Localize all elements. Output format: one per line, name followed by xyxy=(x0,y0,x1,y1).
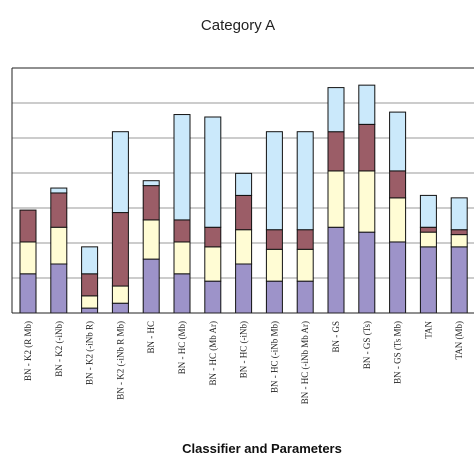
x-tick-label: BN - K2 (-iNb R) xyxy=(85,321,95,385)
bar-segment xyxy=(142,258,160,314)
bar-segment xyxy=(173,114,191,221)
bar-segment xyxy=(204,246,222,282)
bar-segment xyxy=(81,295,99,309)
bar-segment xyxy=(296,248,314,282)
bar-segment xyxy=(450,234,468,248)
bar-segment xyxy=(81,246,99,275)
x-tick-label: BN - HC (Mb Ar) xyxy=(208,321,218,386)
bar-segment xyxy=(389,111,407,172)
x-tick-label: BN - GS (Ts Mb) xyxy=(393,321,403,384)
x-tick-label: TAN (Mb) xyxy=(454,321,464,360)
bar-segment xyxy=(450,197,468,231)
bar-segment xyxy=(50,192,68,228)
x-tick-label: BN - K2 (R Mb) xyxy=(23,321,33,381)
x-axis-title: Classifier and Parameters xyxy=(182,441,342,456)
bar-segment xyxy=(327,170,345,228)
bar-segment xyxy=(50,187,68,194)
bar-segment xyxy=(389,241,407,314)
bar-segment xyxy=(173,219,191,243)
bar-segment xyxy=(111,285,129,304)
bar-segment xyxy=(419,226,437,233)
bar-segment xyxy=(265,131,283,231)
bar-segment xyxy=(296,280,314,314)
bar-segment xyxy=(450,246,468,314)
bar-segment xyxy=(204,280,222,314)
bar-segment xyxy=(235,194,253,231)
bar-segment xyxy=(450,229,468,236)
bar-segment xyxy=(142,180,160,187)
bar-segment xyxy=(19,241,37,275)
bar-segment xyxy=(19,273,37,314)
bar-segment xyxy=(296,229,314,250)
bar-segment xyxy=(173,241,191,275)
bar-segment xyxy=(235,172,253,196)
x-tick-label: BN - K2 (-iNb R Mb) xyxy=(115,321,125,400)
bar-segment xyxy=(419,194,437,228)
bars xyxy=(19,84,468,314)
x-tick-label: BN - K2 (-iNb) xyxy=(54,321,64,377)
bar-segment xyxy=(19,209,37,243)
bar-segment xyxy=(265,229,283,250)
bar-segment xyxy=(204,226,222,248)
bar-segment xyxy=(419,246,437,314)
x-tick-labels: BN - K2 (R Mb) BN - K2 (-iNb) BN - K2 (-iN… xyxy=(23,321,464,405)
bar-segment xyxy=(235,229,253,265)
bar-segment xyxy=(358,84,376,125)
bar-segment xyxy=(358,123,376,172)
bar-segment xyxy=(327,131,345,172)
bar-segment xyxy=(358,231,376,314)
x-tick-label: BN - HC (-iNb) xyxy=(239,321,249,378)
bar-segment xyxy=(204,116,222,228)
bar-segment xyxy=(327,226,345,314)
bar-segment xyxy=(142,219,160,260)
plot-frame xyxy=(11,67,474,314)
bar-segment xyxy=(358,170,376,233)
bar-segment xyxy=(50,263,68,314)
bar-segment xyxy=(142,185,160,221)
bar-segment xyxy=(173,273,191,314)
bar-segment xyxy=(389,197,407,243)
x-tick-label: BN - GS (Ts) xyxy=(362,321,372,369)
bar-segment xyxy=(327,87,345,133)
bar-segment xyxy=(50,226,68,265)
bar-segment xyxy=(419,231,437,248)
bar-segment xyxy=(296,131,314,231)
x-tick-label: BN - HC (Mb) xyxy=(177,321,187,374)
bar-segment xyxy=(265,248,283,282)
bar-segment xyxy=(111,131,129,214)
x-tick-label: TAN xyxy=(423,321,433,339)
x-tick-label: BN - HC (-iNb Mb Ar) xyxy=(300,321,310,404)
x-tick-label: BN - HC xyxy=(146,321,156,354)
x-tick-label: BN - HC (-iNb Mb) xyxy=(269,321,279,393)
bar-segment xyxy=(265,280,283,314)
x-tick-label: BN - GS xyxy=(331,321,341,353)
bar-segment xyxy=(81,273,99,297)
chart-title: Category A xyxy=(201,17,275,34)
bar-segment xyxy=(111,302,129,314)
bar-segment xyxy=(111,212,129,287)
bar-segment xyxy=(235,263,253,314)
bar-segment xyxy=(81,307,99,314)
bar-segment xyxy=(389,170,407,199)
